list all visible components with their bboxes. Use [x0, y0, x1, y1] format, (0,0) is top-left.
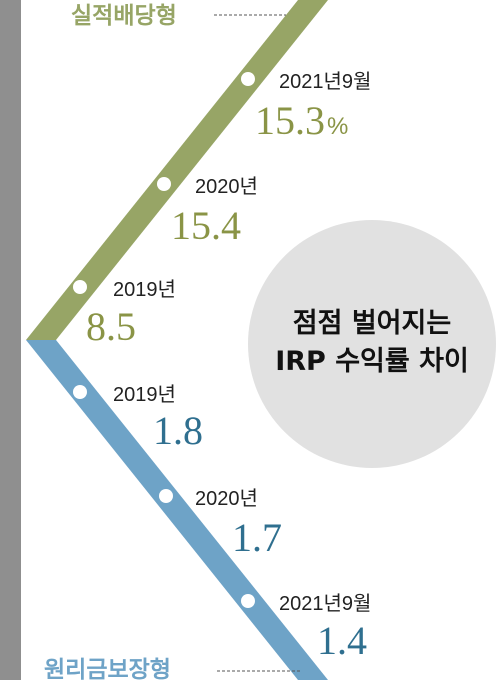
data-point-guaranteed-1 [73, 385, 87, 399]
value-label-guaranteed-3: 1.4 [317, 618, 367, 663]
year-label-guaranteed-2: 2020년 [195, 487, 258, 510]
series-label-performance: 실적배당형 [71, 3, 177, 29]
value-label-performance-3: 15.3% [255, 98, 348, 143]
value-label-performance-1: 8.5 [86, 304, 136, 349]
data-point-guaranteed-2 [159, 489, 173, 503]
left-sidebar-bar [0, 0, 21, 680]
chart-marks: 2019년8.52020년15.42021년9월15.3%2019년1.8202… [73, 70, 371, 663]
data-point-performance-3 [241, 72, 255, 86]
value-label-guaranteed-2: 1.7 [232, 515, 282, 560]
year-label-guaranteed-3: 2021년9월 [279, 592, 371, 615]
callout-circle [248, 220, 496, 468]
value-label-guaranteed-1: 1.8 [153, 408, 203, 453]
data-point-guaranteed-3 [241, 594, 255, 608]
year-label-performance-1: 2019년 [113, 278, 176, 301]
series-label-guaranteed: 원리금보장형 [44, 657, 171, 680]
value-label-performance-2: 15.4 [171, 203, 241, 248]
data-point-performance-1 [73, 280, 87, 294]
callout-line-2: IRP 수익률 차이 [275, 346, 469, 377]
data-point-performance-2 [157, 177, 171, 191]
year-label-performance-3: 2021년9월 [279, 70, 371, 93]
year-label-guaranteed-1: 2019년 [113, 383, 176, 406]
series-band-guaranteed [26, 340, 328, 680]
year-label-performance-2: 2020년 [195, 175, 258, 198]
series-band-performance [26, 0, 328, 340]
callout-line-1: 점점 벌어지는 [293, 308, 451, 339]
